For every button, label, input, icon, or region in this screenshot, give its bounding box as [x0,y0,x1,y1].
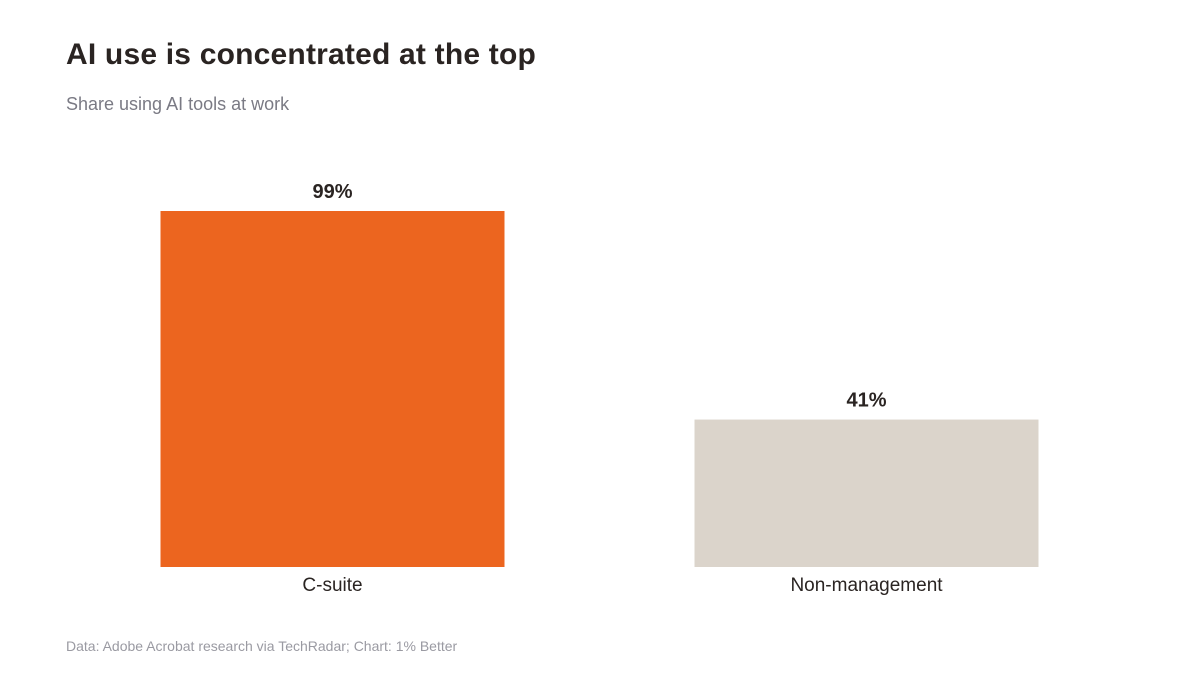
bar-c-suite [160,211,505,567]
category-label: Non-management [790,575,943,596]
chart-subtitle: Share using AI tools at work [66,94,290,114]
source-note: Data: Adobe Acrobat research via TechRad… [66,638,458,654]
value-label: 41% [846,390,886,412]
category-label: C-suite [302,575,362,596]
bar-non-management [694,419,1039,567]
value-label: 99% [312,181,352,203]
chart-title: AI use is concentrated at the top [66,38,537,71]
